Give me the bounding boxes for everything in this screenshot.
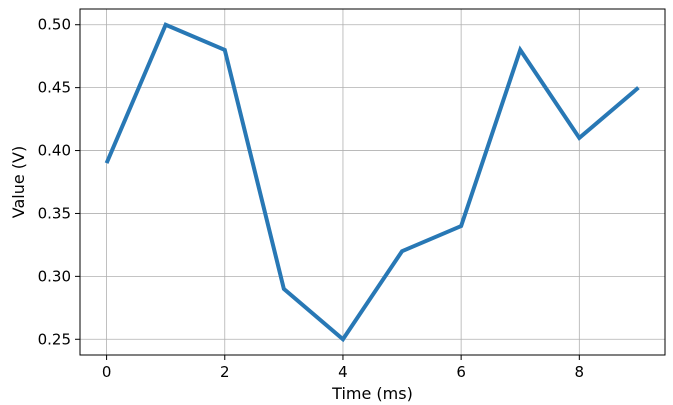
y-tick-label: 0.50 <box>38 16 71 34</box>
data-point <box>400 249 404 253</box>
y-tick-label: 0.30 <box>38 267 71 285</box>
series-lines <box>104 22 640 343</box>
x-tick-label: 6 <box>456 363 466 381</box>
data-point <box>459 224 463 228</box>
x-tick-label: 4 <box>338 363 348 381</box>
x-tick-label: 8 <box>575 363 585 381</box>
y-tick-label: 0.25 <box>38 330 71 348</box>
y-axis-label: Value (V) <box>9 146 28 218</box>
data-point <box>577 136 581 140</box>
data-point <box>223 48 227 52</box>
data-point <box>164 23 168 27</box>
y-tick-label: 0.45 <box>38 79 71 97</box>
y-tick-label: 0.35 <box>38 204 71 222</box>
data-point <box>518 48 522 52</box>
data-point <box>636 86 640 90</box>
series-line <box>104 22 640 343</box>
plot-frame <box>79 8 666 356</box>
data-point <box>282 287 286 291</box>
axis-ticks: 0 2 4 6 8 0.25 0.30 0.35 0.40 0.45 0.50 <box>38 16 584 381</box>
grid-lines <box>80 9 665 355</box>
x-axis-label: Time (ms) <box>331 384 413 403</box>
x-tick-label: 2 <box>220 363 230 381</box>
data-point <box>341 337 345 341</box>
data-point <box>105 161 109 165</box>
x-tick-label: 0 <box>102 363 112 381</box>
y-tick-label: 0.40 <box>38 142 71 160</box>
